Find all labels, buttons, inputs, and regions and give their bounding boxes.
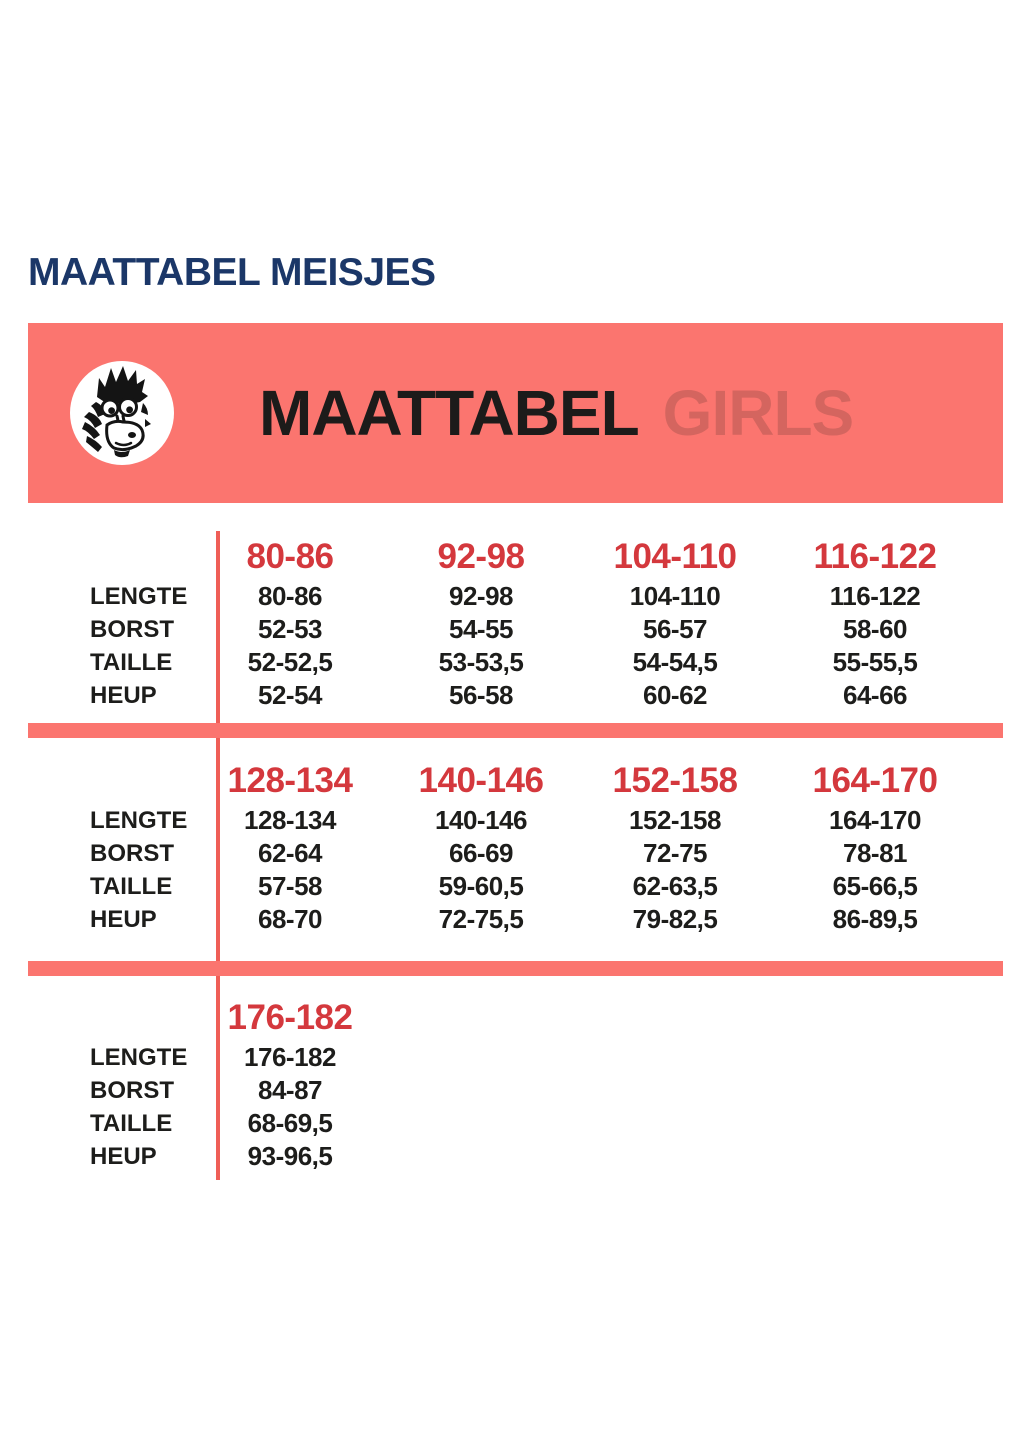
- banner: MAATTABEL GIRLS: [28, 323, 1003, 503]
- row-label: BORST: [90, 839, 174, 867]
- size-value: 92-98: [449, 581, 514, 611]
- empty-cell: [603, 995, 747, 1041]
- size-header: 104-110: [613, 537, 737, 576]
- row-label: TAILLE: [90, 648, 173, 676]
- empty-cell: [603, 1074, 747, 1107]
- size-header: 176-182: [227, 998, 353, 1037]
- size-value: 72-75: [643, 838, 708, 868]
- empty-cell: [747, 1041, 1003, 1074]
- empty-cell: [603, 1041, 747, 1074]
- size-value: 56-58: [449, 680, 514, 710]
- row-label: HEUP: [90, 905, 157, 933]
- empty-cell: [28, 758, 221, 804]
- size-value: 66-69: [449, 838, 514, 868]
- size-value: 104-110: [629, 581, 721, 611]
- size-value: 53-53,5: [438, 647, 524, 677]
- size-value: 57-58: [258, 871, 323, 901]
- row-label: TAILLE: [90, 872, 173, 900]
- size-section-2: 128-134 140-146 152-158 164-170 LENGTE 1…: [28, 758, 1003, 936]
- size-value: 52-53: [258, 614, 323, 644]
- empty-cell: [359, 1140, 603, 1173]
- empty-cell: [359, 1041, 603, 1074]
- size-header: 128-134: [227, 761, 353, 800]
- banner-title-main: MAATTABEL: [259, 377, 640, 449]
- page-title: MAATTABEL MEISJES: [28, 251, 436, 294]
- size-value: 68-69,5: [247, 1108, 333, 1138]
- banner-title-accent: GIRLS: [662, 377, 855, 449]
- size-value: 65-66,5: [832, 871, 918, 901]
- size-header: 80-86: [246, 537, 334, 576]
- row-label: HEUP: [90, 681, 157, 709]
- empty-cell: [747, 1074, 1003, 1107]
- size-section-3: 176-182 LENGTE 176-182 BORST 84-87 TAILL…: [28, 995, 1003, 1173]
- zebra-icon: [72, 363, 172, 463]
- size-value: 68-70: [258, 904, 323, 934]
- size-value: 58-60: [843, 614, 908, 644]
- size-value: 80-86: [258, 581, 323, 611]
- empty-cell: [359, 995, 603, 1041]
- size-value: 62-64: [258, 838, 323, 868]
- empty-cell: [28, 995, 221, 1041]
- size-header: 152-158: [612, 761, 738, 800]
- size-value: 52-52,5: [247, 647, 333, 677]
- row-label: LENGTE: [90, 1043, 188, 1071]
- size-value: 54-54,5: [632, 647, 718, 677]
- size-value: 64-66: [843, 680, 908, 710]
- row-label: BORST: [90, 615, 174, 643]
- table-vertical-rule: [216, 531, 220, 1180]
- size-value: 140-146: [435, 805, 527, 835]
- empty-cell: [747, 1140, 1003, 1173]
- size-value: 128-134: [244, 805, 336, 835]
- size-value: 79-82,5: [632, 904, 718, 934]
- empty-cell: [747, 1107, 1003, 1140]
- size-value: 62-63,5: [632, 871, 718, 901]
- size-header: 140-146: [418, 761, 544, 800]
- size-value: 86-89,5: [832, 904, 918, 934]
- size-header: 92-98: [437, 537, 525, 576]
- empty-cell: [28, 534, 221, 580]
- size-value: 56-57: [643, 614, 708, 644]
- section-divider-2: [28, 961, 1003, 976]
- section-divider-1: [28, 723, 1003, 738]
- row-label: BORST: [90, 1076, 174, 1104]
- size-value: 84-87: [258, 1075, 323, 1105]
- row-label: LENGTE: [90, 806, 188, 834]
- empty-cell: [603, 1140, 747, 1173]
- empty-cell: [603, 1107, 747, 1140]
- size-value: 52-54: [258, 680, 323, 710]
- size-value: 55-55,5: [832, 647, 918, 677]
- size-section-1: 80-86 92-98 104-110 116-122 LENGTE 80-86…: [28, 534, 1003, 712]
- row-label: TAILLE: [90, 1109, 173, 1137]
- empty-cell: [359, 1074, 603, 1107]
- size-value: 60-62: [643, 680, 708, 710]
- size-value: 116-122: [829, 581, 921, 611]
- size-value: 176-182: [244, 1042, 336, 1072]
- row-label: LENGTE: [90, 582, 188, 610]
- zebra-logo: [70, 361, 174, 465]
- size-value: 93-96,5: [247, 1141, 333, 1171]
- size-value: 59-60,5: [438, 871, 524, 901]
- size-value: 152-158: [629, 805, 721, 835]
- size-value: 164-170: [829, 805, 921, 835]
- row-label: HEUP: [90, 1142, 157, 1170]
- size-value: 54-55: [449, 614, 514, 644]
- size-value: 72-75,5: [438, 904, 524, 934]
- size-value: 78-81: [843, 838, 908, 868]
- size-header: 116-122: [813, 537, 937, 576]
- empty-cell: [747, 995, 1003, 1041]
- empty-cell: [359, 1107, 603, 1140]
- size-header: 164-170: [812, 761, 938, 800]
- banner-title: MAATTABEL GIRLS: [259, 381, 854, 445]
